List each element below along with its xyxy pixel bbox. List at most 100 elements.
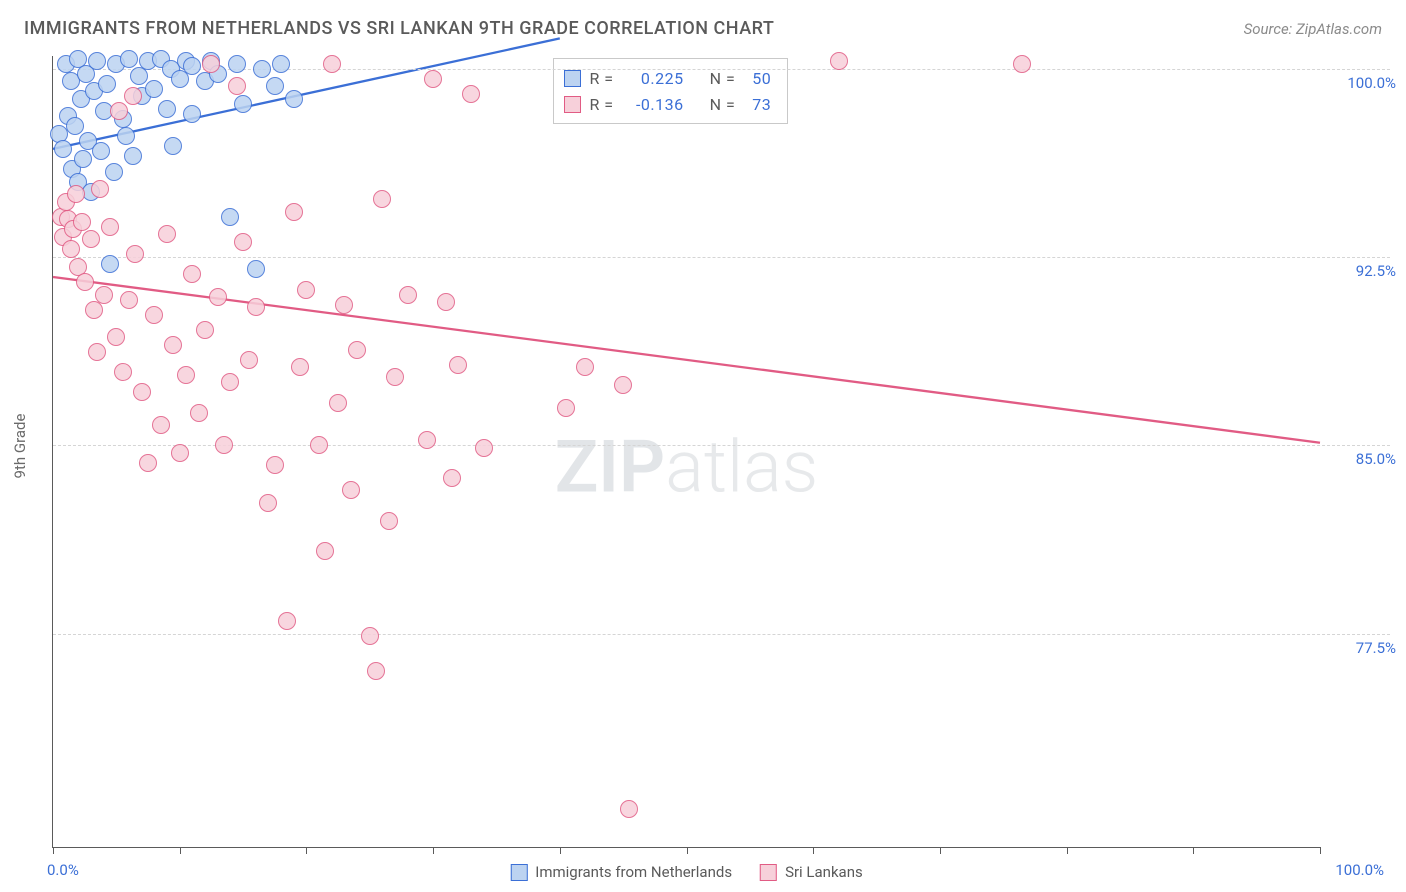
legend-n-value: 73 — [743, 95, 771, 114]
scatter-point-srilankan — [101, 218, 119, 236]
scatter-point-srilankan — [196, 321, 214, 339]
legend-n-label: N = — [710, 69, 736, 88]
scatter-point-srilankan — [424, 70, 442, 88]
scatter-point-srilankan — [126, 245, 144, 263]
scatter-point-srilankan — [291, 358, 309, 376]
y-axis-tick-label: 77.5% — [1326, 639, 1396, 657]
scatter-point-srilankan — [443, 469, 461, 487]
x-axis-label-max: 100.0% — [1335, 861, 1384, 879]
scatter-point-srilankan — [830, 52, 848, 70]
scatter-point-netherlands — [221, 208, 239, 226]
scatter-point-srilankan — [177, 366, 195, 384]
scatter-point-netherlands — [272, 55, 290, 73]
scatter-point-srilankan — [228, 77, 246, 95]
series-legend-item-srilankan: Sri Lankans — [760, 863, 863, 881]
legend-swatch — [510, 864, 527, 881]
scatter-point-netherlands — [92, 142, 110, 160]
y-axis-tick-label: 100.0% — [1326, 74, 1396, 92]
scatter-point-srilankan — [202, 55, 220, 73]
scatter-point-srilankan — [310, 436, 328, 454]
grid-line — [53, 257, 1390, 258]
scatter-point-srilankan — [335, 296, 353, 314]
scatter-point-netherlands — [253, 60, 271, 78]
scatter-point-netherlands — [66, 117, 84, 135]
legend-r-label: R = — [589, 95, 613, 114]
scatter-point-srilankan — [316, 542, 334, 560]
scatter-point-srilankan — [158, 225, 176, 243]
x-axis-tick — [940, 847, 941, 854]
trend-lines-layer — [53, 56, 1320, 847]
x-axis-tick — [560, 847, 561, 854]
legend-row-srilankan: R =-0.136N =73 — [564, 91, 771, 117]
scatter-point-netherlands — [145, 80, 163, 98]
scatter-point-srilankan — [399, 286, 417, 304]
scatter-point-srilankan — [361, 627, 379, 645]
scatter-point-netherlands — [120, 50, 138, 68]
x-axis-tick — [180, 847, 181, 854]
scatter-point-srilankan — [380, 512, 398, 530]
legend-r-label: R = — [589, 69, 613, 88]
series-legend-label: Immigrants from Netherlands — [535, 863, 732, 881]
grid-line — [53, 445, 1390, 446]
scatter-point-srilankan — [120, 291, 138, 309]
scatter-point-netherlands — [98, 75, 116, 93]
scatter-point-srilankan — [557, 399, 575, 417]
scatter-point-srilankan — [133, 383, 151, 401]
scatter-point-srilankan — [91, 180, 109, 198]
scatter-point-srilankan — [373, 190, 391, 208]
scatter-point-netherlands — [183, 105, 201, 123]
legend-swatch — [564, 70, 581, 87]
scatter-point-srilankan — [620, 800, 638, 818]
scatter-point-netherlands — [88, 52, 106, 70]
scatter-point-srilankan — [139, 454, 157, 472]
x-axis-tick — [687, 847, 688, 854]
scatter-point-srilankan — [348, 341, 366, 359]
scatter-point-srilankan — [110, 102, 128, 120]
y-axis-title: 9th Grade — [11, 414, 29, 479]
scatter-point-netherlands — [183, 57, 201, 75]
scatter-point-srilankan — [247, 298, 265, 316]
scatter-point-srilankan — [215, 436, 233, 454]
scatter-point-srilankan — [67, 185, 85, 203]
scatter-point-srilankan — [285, 203, 303, 221]
series-legend: Immigrants from Netherlands Sri Lankans — [510, 863, 862, 881]
y-axis-tick-label: 85.0% — [1326, 450, 1396, 468]
scatter-point-netherlands — [228, 55, 246, 73]
scatter-point-srilankan — [164, 336, 182, 354]
scatter-point-srilankan — [297, 281, 315, 299]
plot-area: ZIPatlas 0.0% 100.0% R =0.225N =50R =-0.… — [52, 56, 1320, 848]
scatter-point-srilankan — [475, 439, 493, 457]
scatter-point-srilankan — [183, 265, 201, 283]
scatter-point-srilankan — [76, 273, 94, 291]
x-axis-tick — [433, 847, 434, 854]
x-axis-tick — [306, 847, 307, 854]
scatter-point-srilankan — [88, 343, 106, 361]
scatter-point-srilankan — [114, 363, 132, 381]
scatter-point-srilankan — [462, 85, 480, 103]
scatter-point-netherlands — [105, 163, 123, 181]
scatter-point-srilankan — [234, 233, 252, 251]
scatter-point-netherlands — [285, 90, 303, 108]
scatter-point-netherlands — [74, 150, 92, 168]
x-axis-tick — [813, 847, 814, 854]
scatter-point-srilankan — [124, 87, 142, 105]
scatter-point-srilankan — [95, 286, 113, 304]
scatter-point-srilankan — [107, 328, 125, 346]
scatter-point-srilankan — [342, 481, 360, 499]
legend-n-value: 50 — [743, 69, 771, 88]
scatter-point-netherlands — [101, 255, 119, 273]
x-axis-label-min: 0.0% — [47, 861, 79, 879]
scatter-point-netherlands — [247, 260, 265, 278]
chart-source: Source: ZipAtlas.com — [1244, 18, 1382, 38]
scatter-point-srilankan — [145, 306, 163, 324]
scatter-point-srilankan — [171, 444, 189, 462]
scatter-point-srilankan — [367, 662, 385, 680]
scatter-point-srilankan — [73, 213, 91, 231]
x-axis-tick — [53, 847, 54, 854]
scatter-point-srilankan — [190, 404, 208, 422]
series-legend-item-netherlands: Immigrants from Netherlands — [510, 863, 732, 881]
scatter-point-srilankan — [259, 494, 277, 512]
x-axis-tick — [1320, 847, 1321, 854]
scatter-point-srilankan — [449, 356, 467, 374]
series-legend-label: Sri Lankans — [785, 863, 863, 881]
